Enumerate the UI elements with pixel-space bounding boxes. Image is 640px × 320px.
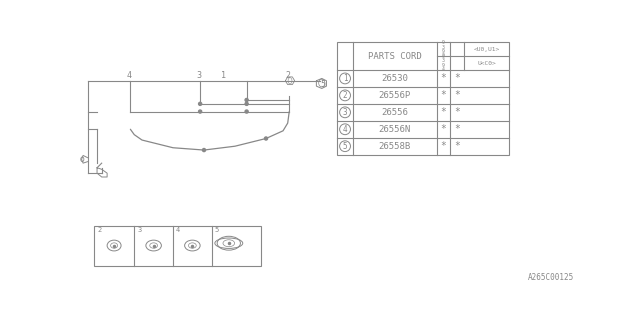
Text: *: * (454, 73, 460, 84)
Text: 3: 3 (196, 71, 201, 80)
Text: U<C0>: U<C0> (477, 60, 496, 66)
Circle shape (202, 148, 205, 152)
Text: 26556: 26556 (381, 108, 408, 117)
Circle shape (264, 137, 268, 140)
Text: 1: 1 (221, 71, 226, 80)
Text: 26558B: 26558B (378, 142, 411, 151)
Text: *: * (454, 90, 460, 100)
Bar (337, 42, 509, 155)
Text: *: * (454, 107, 460, 117)
Circle shape (245, 99, 248, 101)
Text: *: * (440, 90, 447, 100)
Text: *: * (440, 124, 447, 134)
Text: 1: 1 (343, 74, 348, 83)
Text: 3: 3 (343, 108, 348, 117)
Circle shape (245, 102, 248, 105)
Text: 26556N: 26556N (378, 125, 411, 134)
Text: <U0,U1>: <U0,U1> (474, 47, 500, 52)
Text: 26556P: 26556P (378, 91, 411, 100)
Text: 4: 4 (343, 125, 348, 134)
Circle shape (245, 110, 248, 113)
Text: 9
3
9
2: 9 3 9 2 (442, 40, 445, 58)
Text: 2: 2 (285, 71, 290, 80)
Text: *: * (440, 141, 447, 151)
Text: 4: 4 (126, 71, 131, 80)
Text: PARTS CORD: PARTS CORD (368, 52, 422, 60)
Text: 3: 3 (138, 227, 141, 233)
Text: *: * (440, 107, 447, 117)
Circle shape (198, 110, 202, 113)
Text: 5: 5 (343, 142, 348, 151)
Text: 5: 5 (320, 80, 325, 89)
Text: 9
3
9
4: 9 3 9 4 (442, 54, 445, 72)
Circle shape (198, 102, 202, 105)
Text: 2: 2 (343, 91, 348, 100)
Text: A265C00125: A265C00125 (527, 274, 573, 283)
Text: *: * (454, 124, 460, 134)
Bar (94, 226, 260, 266)
Text: 5: 5 (215, 227, 219, 233)
Text: *: * (440, 73, 447, 84)
Text: 4: 4 (176, 227, 180, 233)
Text: 26530: 26530 (381, 74, 408, 83)
Text: 2: 2 (97, 227, 101, 233)
Text: *: * (454, 141, 460, 151)
